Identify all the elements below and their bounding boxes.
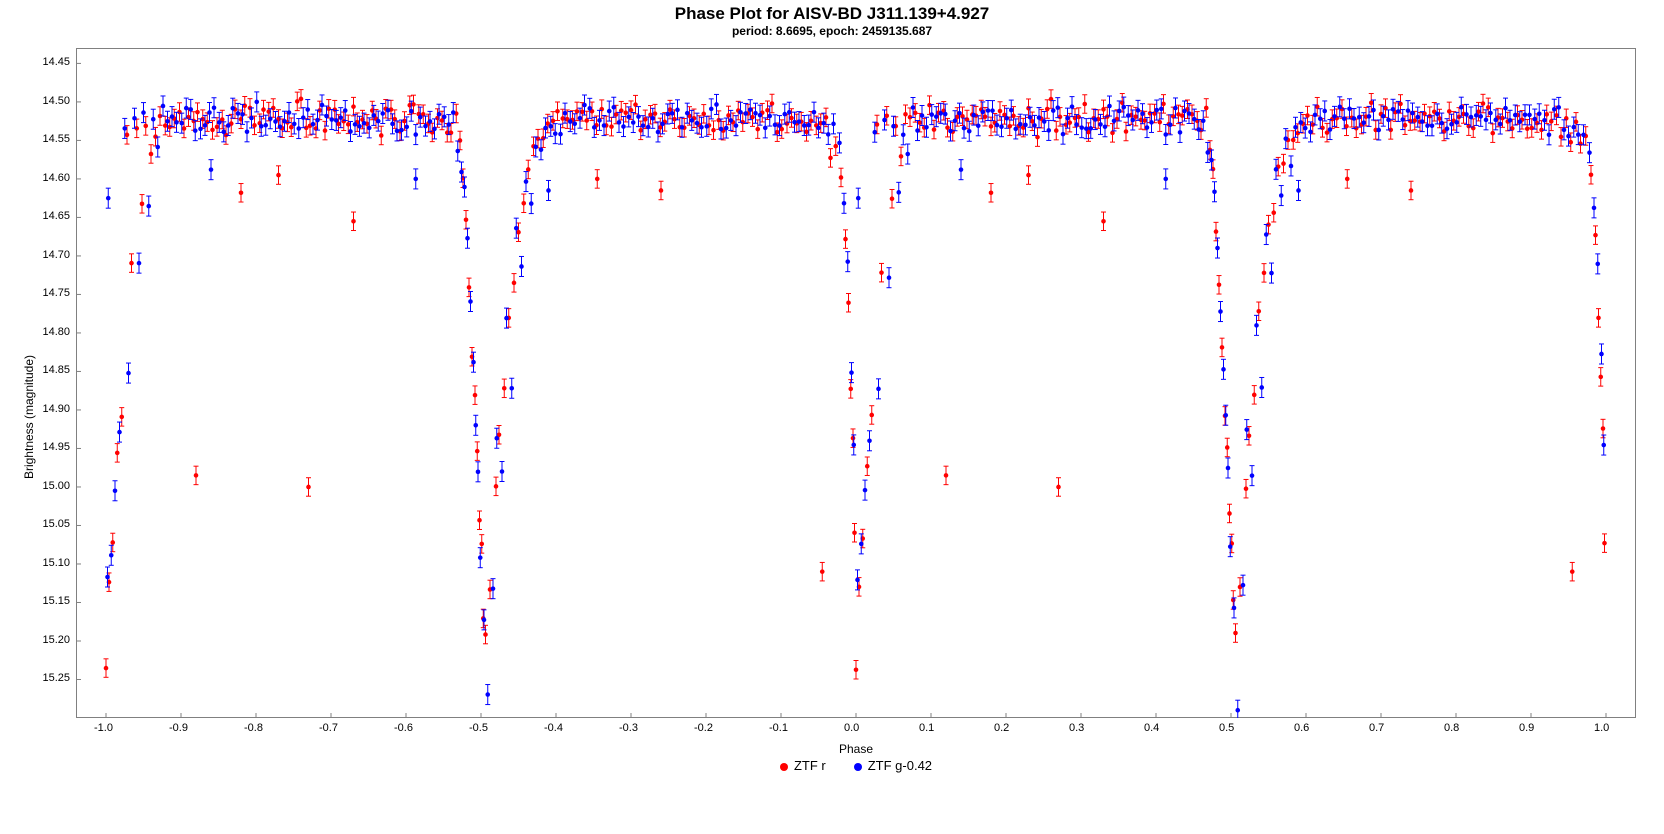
y-axis-title: Brightness (magnitude) (22, 355, 36, 479)
y-tick-label: 15.20 (42, 634, 70, 646)
x-tick-label: -0.8 (244, 722, 263, 734)
y-tick-label: 14.85 (42, 364, 70, 376)
y-tick-label: 14.95 (42, 441, 70, 453)
plot-svg (76, 48, 1636, 718)
y-tick-label: 14.45 (42, 56, 70, 68)
x-tick-label: -0.1 (769, 722, 788, 734)
legend: ZTF r ZTF g-0.42 (76, 758, 1636, 773)
y-tick-label: 15.15 (42, 595, 70, 607)
legend-label: ZTF g-0.42 (868, 758, 932, 773)
x-tick-label: 1.0 (1594, 722, 1609, 734)
x-tick-label: 0.1 (919, 722, 934, 734)
y-tick-label: 15.00 (42, 480, 70, 492)
legend-item: ZTF g-0.42 (854, 758, 932, 773)
x-tick-label: -0.5 (469, 722, 488, 734)
legend-dot (854, 763, 862, 771)
y-tick-label: 14.80 (42, 326, 70, 338)
legend-label: ZTF r (794, 758, 826, 773)
x-tick-label: 0.0 (844, 722, 859, 734)
x-tick-label: 0.2 (994, 722, 1009, 734)
x-tick-label: 0.4 (1144, 722, 1159, 734)
x-tick-label: -0.7 (319, 722, 338, 734)
x-tick-label: 0.5 (1219, 722, 1234, 734)
legend-item: ZTF r (780, 758, 826, 773)
chart-root: Phase Plot for AISV-BD J311.139+4.927 pe… (0, 0, 1664, 834)
x-tick-label: 0.9 (1519, 722, 1534, 734)
x-tick-label: 0.7 (1369, 722, 1384, 734)
y-tick-label: 14.70 (42, 249, 70, 261)
x-tick-label: -0.3 (619, 722, 638, 734)
chart-subtitle: period: 8.6695, epoch: 2459135.687 (0, 24, 1664, 38)
y-tick-label: 14.60 (42, 172, 70, 184)
chart-title: Phase Plot for AISV-BD J311.139+4.927 (0, 0, 1664, 24)
y-tick-label: 14.50 (42, 95, 70, 107)
x-axis-title: Phase (76, 742, 1636, 756)
y-tick-label: 15.05 (42, 518, 70, 530)
y-tick-label: 14.65 (42, 210, 70, 222)
x-tick-label: -0.4 (544, 722, 563, 734)
y-tick-label: 14.90 (42, 403, 70, 415)
x-tick-label: -0.9 (169, 722, 188, 734)
x-tick-label: 0.3 (1069, 722, 1084, 734)
x-tick-label: 0.6 (1294, 722, 1309, 734)
x-tick-label: -0.6 (394, 722, 413, 734)
y-tick-label: 14.75 (42, 287, 70, 299)
legend-dot (780, 763, 788, 771)
plot-area (76, 48, 1636, 718)
y-tick-label: 15.25 (42, 672, 70, 684)
x-tick-label: -1.0 (94, 722, 113, 734)
x-tick-label: -0.2 (694, 722, 713, 734)
y-tick-label: 14.55 (42, 133, 70, 145)
y-tick-label: 15.10 (42, 557, 70, 569)
x-tick-label: 0.8 (1444, 722, 1459, 734)
